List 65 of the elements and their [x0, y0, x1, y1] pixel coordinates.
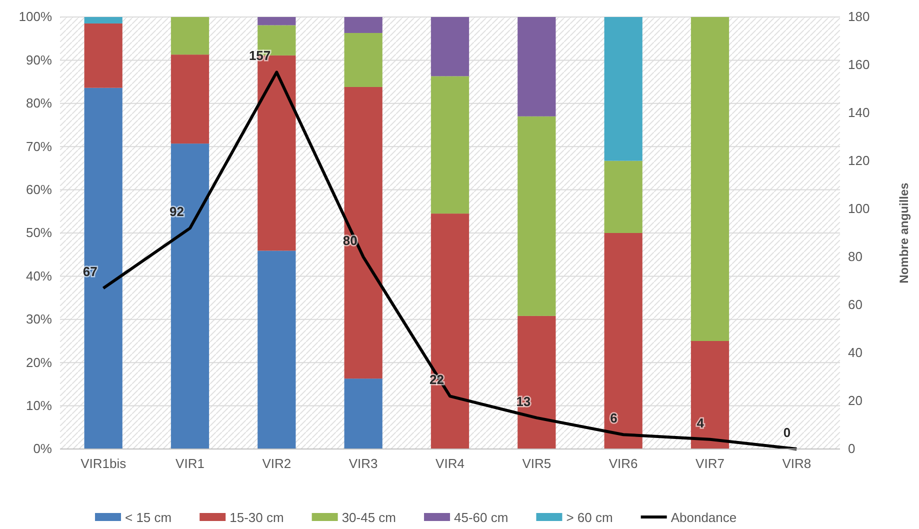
bar: [344, 86, 382, 379]
bar: [258, 17, 296, 26]
line-series: [102, 70, 798, 450]
bar: [518, 17, 556, 116]
legend-label: Abondance: [670, 510, 737, 525]
y-tick-label: 70%: [26, 138, 52, 154]
bar: [690, 341, 730, 449]
data-label: 0: [783, 425, 791, 440]
y2-tick-label: 0: [848, 441, 856, 456]
bar: [170, 144, 210, 449]
x-tick-label: VIR1bis: [80, 456, 127, 472]
x-tick-label: VIR7: [696, 456, 724, 472]
y2-axis-title: Nombre anguilles: [897, 182, 911, 284]
bar: [518, 116, 556, 316]
legend-label: 45-60 cm: [454, 510, 508, 525]
bar: [604, 17, 642, 161]
x-tick-label: VIR1: [176, 456, 204, 472]
bar: [430, 76, 470, 214]
bar: [170, 54, 210, 144]
y2-tick-label: 100: [848, 201, 870, 216]
x-tick-label: VIR3: [348, 456, 378, 472]
y2-tick-label: 180: [848, 9, 870, 24]
legend-label: 15-30 cm: [230, 510, 284, 525]
bar: [84, 88, 122, 449]
y-tick-label: 50%: [26, 225, 52, 240]
x-tick-label: VIR8: [782, 456, 812, 472]
bar: [430, 214, 470, 449]
y2-tick-label: 120: [848, 153, 870, 168]
bar: [258, 250, 296, 449]
y-tick-label: 0%: [33, 441, 52, 456]
y-tick-label: 20%: [26, 354, 52, 370]
legend-label: < 15 cm: [125, 510, 172, 525]
bar: [518, 316, 556, 449]
bar: [84, 23, 122, 88]
x-tick-label: VIR6: [608, 456, 638, 472]
x-tick-label: VIR2: [262, 456, 292, 472]
y-tick-label: 30%: [26, 312, 52, 327]
data-label: 157: [248, 48, 271, 64]
legend-label: 30-45 cm: [342, 510, 396, 525]
y-tick-label: 100%: [18, 9, 52, 24]
y2-tick-label: 80: [848, 249, 862, 264]
bar: [344, 17, 382, 33]
y2-tick-label: 140: [848, 105, 870, 120]
y-tick-label: 40%: [26, 268, 52, 284]
legend-label: > 60 cm: [566, 510, 613, 525]
bar: [344, 32, 382, 87]
y-tick-label: 80%: [26, 96, 52, 111]
x-tick-label: VIR5: [522, 456, 552, 472]
y2-tick-label: 60: [848, 297, 862, 312]
bar: [430, 17, 470, 76]
bar: [604, 160, 642, 233]
y2-tick-label: 20: [848, 393, 862, 408]
y2-tick-label: 40: [848, 345, 862, 360]
bar: [344, 378, 382, 449]
x-tick-label: VIR4: [436, 456, 464, 472]
data-label: 6: [610, 410, 618, 426]
data-label: 4: [696, 415, 705, 430]
y-tick-label: 60%: [26, 182, 52, 197]
bar: [604, 233, 642, 449]
y2-tick-label: 160: [848, 57, 870, 72]
y-tick-label: 10%: [26, 398, 52, 413]
bar: [84, 17, 122, 24]
bar: [170, 17, 210, 55]
bar: [690, 17, 730, 341]
y-tick-label: 90%: [26, 52, 52, 68]
